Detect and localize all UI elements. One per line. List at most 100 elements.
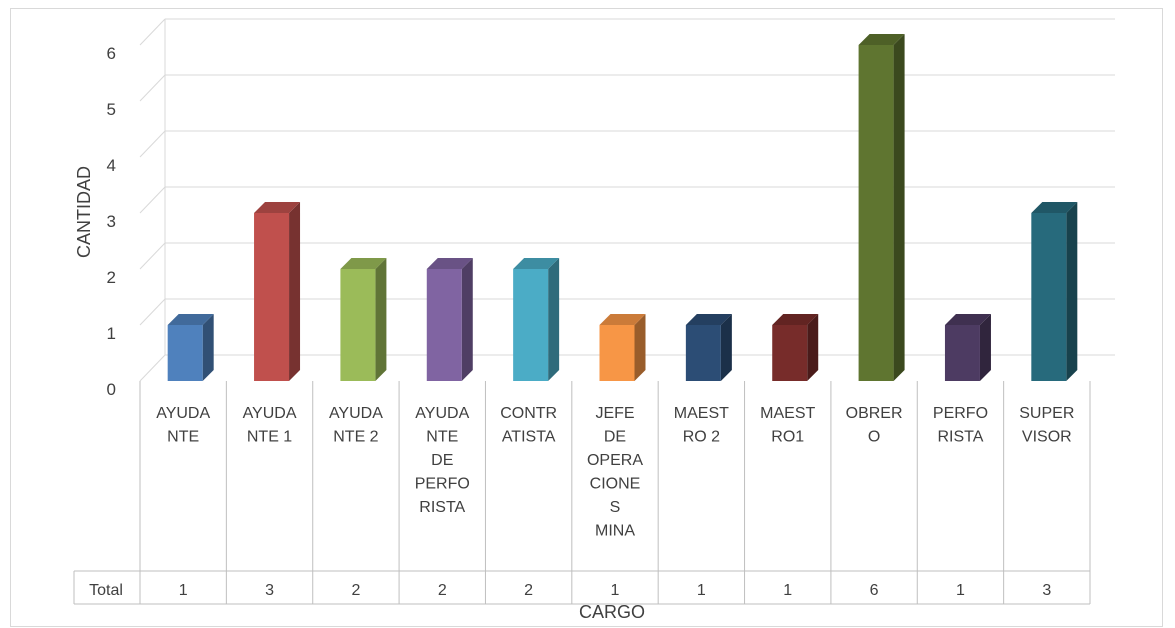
- gridline-depth: [139, 242, 166, 270]
- bar: [254, 202, 301, 381]
- data-value: 3: [1042, 582, 1051, 599]
- gridline-depth: [139, 354, 166, 382]
- bar-top: [858, 34, 905, 45]
- bar-side: [202, 314, 214, 381]
- bar-side: [720, 314, 732, 381]
- category-label: VISOR: [1022, 429, 1072, 446]
- bar-top: [426, 258, 473, 269]
- data-value: 1: [179, 582, 188, 599]
- bar: [944, 314, 991, 381]
- category-label: CONTR: [500, 405, 557, 422]
- category-label: PERFO: [415, 476, 470, 493]
- bar-side: [461, 258, 473, 381]
- bar-front: [772, 325, 808, 381]
- data-value: 2: [438, 582, 447, 599]
- bar: [340, 258, 387, 381]
- bar: [167, 314, 214, 381]
- gridline-depth: [139, 74, 166, 102]
- data-value: 1: [783, 582, 792, 599]
- category-label: AYUDA: [243, 405, 297, 422]
- bar-side: [375, 258, 387, 381]
- bar-front: [944, 325, 980, 381]
- bar-top: [944, 314, 991, 325]
- bar-top: [513, 258, 560, 269]
- bar-front: [1031, 213, 1067, 381]
- data-value: 1: [956, 582, 965, 599]
- y-tick-label: 1: [107, 324, 116, 343]
- y-tick-labels: 0 1 2 3 4 5 6: [107, 44, 116, 399]
- category-label: PERFO: [933, 405, 988, 422]
- category-label: DE: [431, 452, 453, 469]
- bar-top: [254, 202, 301, 213]
- data-value: 1: [611, 582, 620, 599]
- bar: [685, 314, 732, 381]
- category-label: AYUDA: [156, 405, 210, 422]
- bar-front: [340, 269, 376, 381]
- bar-side: [289, 202, 301, 381]
- category-label: MAEST: [760, 405, 815, 422]
- gridline-depth: [139, 18, 166, 46]
- gridline-depth: [139, 186, 166, 214]
- y-tick-label: 2: [107, 268, 116, 287]
- bar-front: [167, 325, 203, 381]
- bar-side: [807, 314, 819, 381]
- category-label: DE: [604, 429, 626, 446]
- bar-front: [513, 269, 549, 381]
- category-label: OBRER: [846, 405, 903, 422]
- chart-frame: [10, 8, 1163, 627]
- x-axis-label: CARGO: [579, 602, 645, 622]
- bar-side: [979, 314, 991, 381]
- bar-top: [167, 314, 214, 325]
- bar: [858, 34, 905, 381]
- data-value: 2: [524, 582, 533, 599]
- y-tick-label: 3: [107, 212, 116, 231]
- data-value: 2: [351, 582, 360, 599]
- category-label: SUPER: [1019, 405, 1074, 422]
- series-name: Total: [89, 582, 123, 599]
- category-label: AYUDA: [329, 405, 383, 422]
- bar: [599, 314, 646, 381]
- bar-front: [685, 325, 721, 381]
- bar-side: [548, 258, 560, 381]
- data-table: Total AYUDA NTE 1 AYUDA NTE 1 3 AYUDA NTE 2 2 AYUD…: [73, 381, 1091, 605]
- bar: [513, 258, 560, 381]
- category-label: NTE: [426, 429, 458, 446]
- bar-front: [254, 213, 290, 381]
- category-label: RISTA: [419, 499, 465, 516]
- bars: [167, 34, 1078, 381]
- category-label: RO1: [771, 429, 804, 446]
- bar: [426, 258, 473, 381]
- category-label: NTE 1: [247, 429, 292, 446]
- y-tick-label: 0: [107, 380, 116, 399]
- bar-side: [634, 314, 646, 381]
- bar-top: [1031, 202, 1078, 213]
- bar-top: [685, 314, 732, 325]
- category-label: OPERA: [587, 452, 643, 469]
- category-label: ATISTA: [502, 429, 556, 446]
- category-label: MINA: [595, 523, 635, 540]
- category-label: CIONE: [590, 476, 641, 493]
- category-label: AYUDA: [415, 405, 469, 422]
- bar-side: [893, 34, 905, 381]
- category-label: JEFE: [595, 405, 634, 422]
- category-label: RISTA: [937, 429, 983, 446]
- y-tick-label: 6: [107, 44, 116, 63]
- y-axis-label: CANTIDAD: [74, 166, 94, 258]
- data-value: 6: [870, 582, 879, 599]
- y-tick-label: 4: [107, 156, 116, 175]
- bar-top: [772, 314, 819, 325]
- y-tick-label: 5: [107, 100, 116, 119]
- bar-front: [599, 325, 635, 381]
- bar: [1031, 202, 1078, 381]
- bar-side: [1066, 202, 1078, 381]
- bar-front: [426, 269, 462, 381]
- data-value: 1: [697, 582, 706, 599]
- category-label: S: [610, 499, 621, 516]
- gridline-depth: [139, 130, 166, 158]
- category-label: NTE 2: [333, 429, 378, 446]
- bar-top: [340, 258, 387, 269]
- category-label: MAEST: [674, 405, 729, 422]
- category-label: NTE: [167, 429, 199, 446]
- bar-front: [858, 45, 894, 381]
